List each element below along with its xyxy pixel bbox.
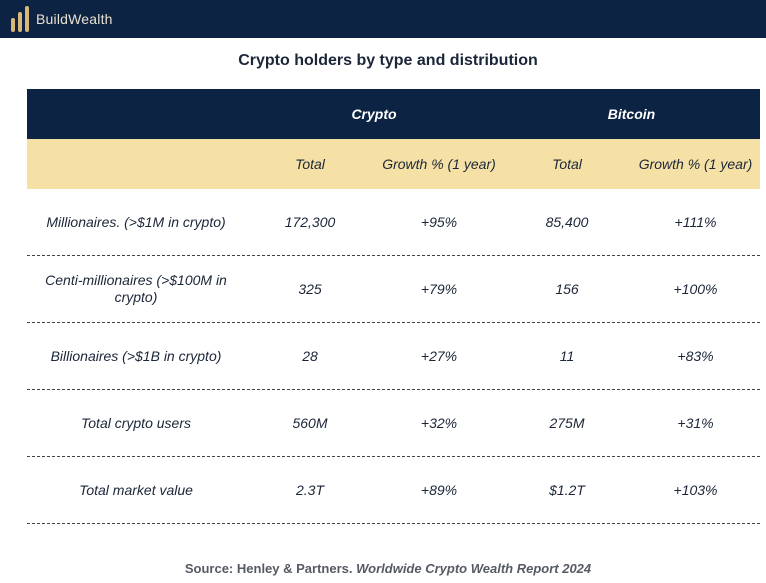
bitcoin-growth-cell: +100%	[673, 281, 718, 297]
crypto-growth-cell: +79%	[420, 281, 458, 297]
bitcoin-growth-cell: +83%	[677, 348, 714, 364]
group-header-bitcoin: Bitcoin	[607, 106, 656, 122]
source-publisher: Henley & Partners.	[236, 561, 353, 576]
column-header-crypto-total: Total	[295, 156, 325, 172]
row-label: Millionaires. (>$1M in crypto)	[46, 213, 226, 230]
table-row: Total crypto users 560M +32% 275M +31%	[27, 390, 760, 457]
bitcoin-total-cell: 85,400	[545, 214, 589, 230]
crypto-total-cell: 325	[298, 281, 322, 297]
bitcoin-growth-cell: +111%	[674, 214, 717, 230]
bitcoin-growth-cell: +31%	[677, 415, 714, 431]
column-header-crypto-growth: Growth % (1 year)	[382, 156, 496, 172]
bars-logo-icon	[11, 6, 29, 32]
table-row: Millionaires. (>$1M in crypto) 172,300 +…	[27, 189, 760, 256]
brand-logo[interactable]: BuildWealth	[11, 6, 113, 32]
column-header-row: Total Growth % (1 year) Total Growth % (…	[27, 139, 760, 189]
crypto-total-cell: 560M	[292, 415, 328, 431]
bitcoin-total-cell: 11	[559, 348, 575, 364]
crypto-growth-cell: +89%	[420, 482, 458, 498]
column-header-bitcoin-total: Total	[552, 156, 582, 172]
source-report: Worldwide Crypto Wealth Report 2024	[356, 561, 592, 576]
crypto-total-cell: 2.3T	[295, 482, 324, 498]
crypto-growth-cell: +32%	[420, 415, 458, 431]
table-row: Centi-millionaires (>$100M in crypto) 32…	[27, 256, 760, 323]
table-row: Total market value 2.3T +89% $1.2T +103%	[27, 457, 760, 524]
table-title: Crypto holders by type and distribution	[238, 52, 538, 69]
bitcoin-total-cell: 275M	[549, 415, 585, 431]
bitcoin-growth-cell: +103%	[673, 482, 718, 498]
source-note: Source: Henley & Partners. Worldwide Cry…	[0, 561, 766, 576]
column-header-bitcoin-growth: Growth % (1 year)	[638, 156, 753, 172]
group-header-crypto: Crypto	[351, 106, 397, 122]
table-row: Billionaires (>$1B in crypto) 28 +27% 11…	[27, 323, 760, 390]
crypto-total-cell: 172,300	[284, 214, 336, 230]
top-bar: BuildWealth	[0, 0, 766, 38]
holders-table: Crypto Bitcoin Total Growth % (1 year) T…	[27, 89, 760, 524]
bitcoin-total-cell: $1.2T	[549, 482, 585, 498]
brand-name: BuildWealth	[36, 11, 113, 27]
group-header-row: Crypto Bitcoin	[27, 89, 760, 139]
row-label: Centi-millionaires (>$100M in crypto)	[45, 272, 227, 305]
bitcoin-total-cell: 156	[555, 281, 579, 297]
row-label: Total market value	[79, 481, 193, 498]
crypto-growth-cell: +95%	[420, 214, 458, 230]
row-label: Billionaires (>$1B in crypto)	[50, 347, 222, 364]
crypto-growth-cell: +27%	[420, 348, 458, 364]
row-label: Total crypto users	[81, 414, 191, 431]
crypto-total-cell: 28	[302, 348, 318, 364]
source-label: Source:	[184, 561, 234, 576]
